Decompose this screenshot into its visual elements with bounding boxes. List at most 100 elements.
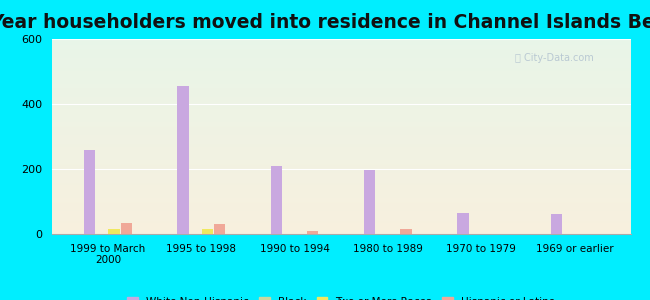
Bar	[52, 146, 650, 147]
Bar	[52, 73, 650, 74]
Bar	[52, 127, 650, 128]
Bar	[52, 153, 650, 154]
Bar	[271, 166, 282, 234]
Bar	[52, 131, 650, 132]
Bar	[52, 78, 650, 79]
Bar	[52, 110, 650, 111]
Bar	[52, 113, 650, 114]
Bar	[52, 215, 650, 217]
Bar	[52, 199, 650, 200]
Bar	[52, 111, 650, 112]
Bar	[52, 126, 650, 127]
Bar	[52, 100, 650, 101]
Bar	[52, 104, 650, 105]
Bar	[52, 85, 650, 86]
Bar	[52, 208, 650, 209]
Bar	[52, 76, 650, 77]
Bar	[52, 183, 650, 184]
Bar	[52, 160, 650, 161]
Bar	[52, 69, 650, 70]
Bar	[52, 86, 650, 87]
Bar	[52, 147, 650, 148]
Bar	[52, 132, 650, 133]
Legend: White Non-Hispanic, Black, Two or More Races, Hispanic or Latino: White Non-Hispanic, Black, Two or More R…	[123, 292, 560, 300]
Bar	[52, 222, 650, 223]
Bar	[52, 140, 650, 141]
Bar	[52, 197, 650, 198]
Bar	[52, 92, 650, 93]
Bar	[52, 54, 650, 55]
Bar	[52, 187, 650, 188]
Bar	[52, 144, 650, 145]
Bar	[52, 186, 650, 187]
Bar	[52, 158, 650, 159]
Bar	[52, 51, 650, 52]
Bar	[52, 151, 650, 152]
Bar	[52, 200, 650, 201]
Bar	[52, 166, 650, 167]
Text: ⓘ City-Data.com: ⓘ City-Data.com	[515, 52, 593, 63]
Bar	[52, 40, 650, 41]
Bar	[52, 221, 650, 222]
Bar	[52, 154, 650, 155]
Bar	[52, 119, 650, 120]
Bar	[52, 83, 650, 84]
Bar	[52, 219, 650, 220]
Bar	[52, 204, 650, 205]
Bar	[52, 217, 650, 218]
Bar	[52, 229, 650, 230]
Bar	[52, 71, 650, 72]
Bar	[52, 169, 650, 170]
Bar	[52, 194, 650, 195]
Bar	[52, 80, 650, 81]
Bar	[52, 48, 650, 49]
Bar	[52, 61, 650, 62]
Bar	[52, 181, 650, 182]
Bar	[52, 156, 650, 157]
Bar	[52, 202, 650, 203]
Bar	[52, 49, 650, 50]
Bar	[52, 82, 650, 83]
Bar	[400, 229, 411, 234]
Bar	[52, 172, 650, 173]
Bar	[52, 91, 650, 92]
Bar	[52, 125, 650, 126]
Bar	[52, 55, 650, 56]
Bar	[52, 223, 650, 224]
Bar	[52, 98, 650, 100]
Bar	[52, 63, 650, 64]
Bar	[52, 191, 650, 192]
Bar	[52, 152, 650, 153]
Bar	[52, 171, 650, 172]
Bar	[52, 209, 650, 210]
Bar	[52, 150, 650, 151]
Bar	[52, 211, 650, 212]
Bar	[52, 231, 650, 232]
Bar	[52, 100, 650, 101]
Bar	[52, 67, 650, 68]
Bar	[52, 66, 650, 67]
Bar	[52, 95, 650, 97]
Bar	[52, 47, 650, 48]
Bar	[52, 203, 650, 204]
Bar	[52, 39, 650, 40]
Bar	[52, 206, 650, 207]
Bar	[52, 195, 650, 196]
Bar	[52, 59, 650, 60]
Bar	[214, 224, 225, 234]
Bar	[52, 184, 650, 185]
Bar	[52, 232, 650, 233]
Bar	[52, 155, 650, 156]
Bar	[52, 121, 650, 122]
Bar	[52, 129, 650, 130]
Bar	[52, 105, 650, 106]
Bar	[52, 205, 650, 206]
Bar	[52, 179, 650, 180]
Bar	[52, 75, 650, 76]
Bar	[52, 116, 650, 117]
Bar	[52, 159, 650, 160]
Bar	[202, 229, 213, 234]
Bar	[52, 107, 650, 108]
Bar	[52, 97, 650, 98]
Bar	[52, 62, 650, 63]
